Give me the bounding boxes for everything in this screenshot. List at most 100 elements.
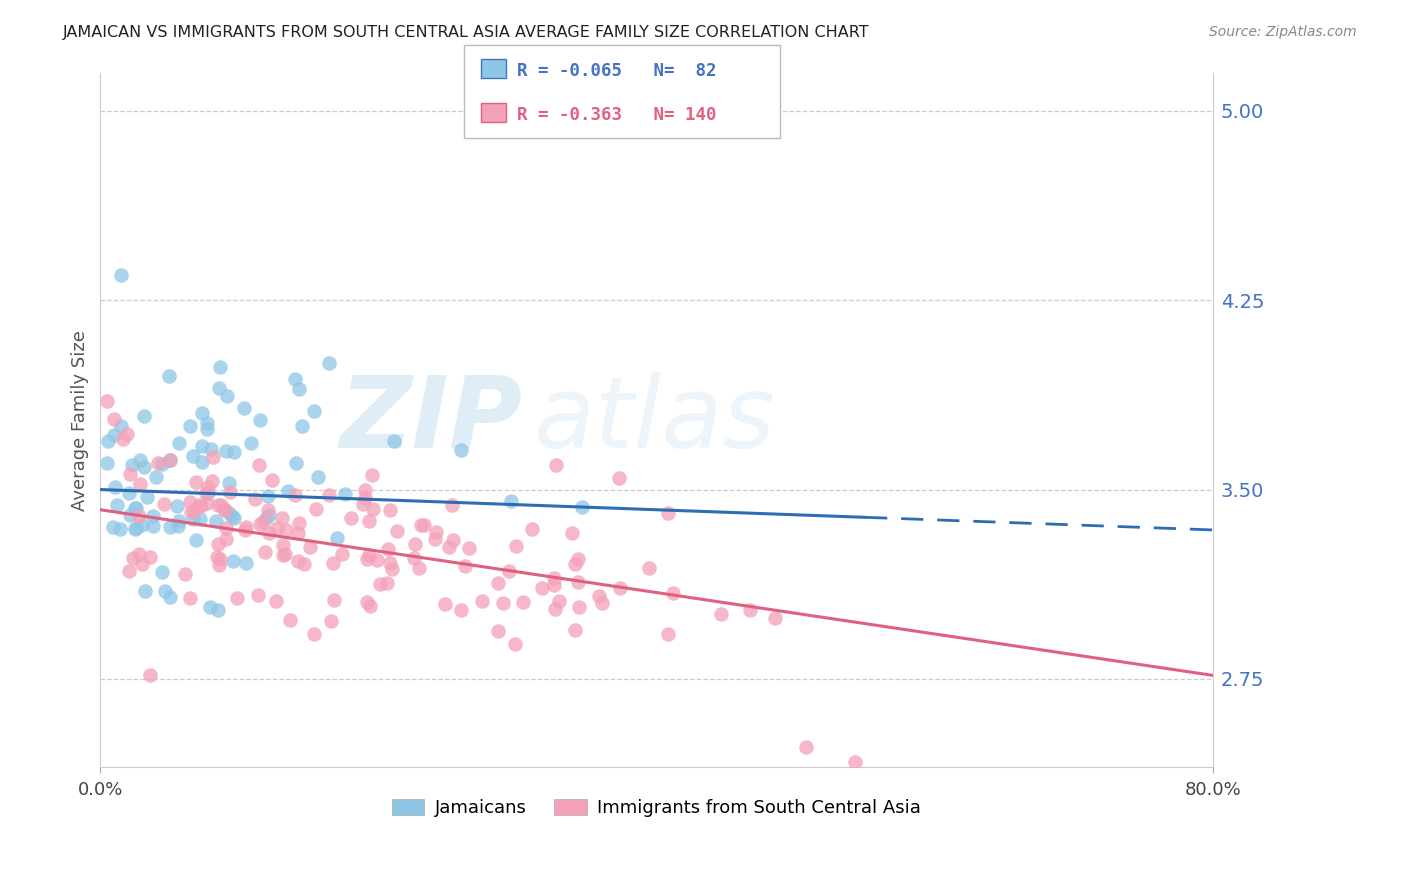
Point bbox=[181, 512, 204, 526]
Point bbox=[124, 522, 146, 536]
Point bbox=[437, 540, 460, 554]
Point bbox=[564, 623, 586, 637]
Point bbox=[132, 409, 155, 423]
Point bbox=[167, 515, 190, 529]
Point bbox=[205, 549, 228, 564]
Text: Source: ZipAtlas.com: Source: ZipAtlas.com bbox=[1209, 25, 1357, 39]
Point bbox=[441, 533, 464, 547]
Point bbox=[207, 603, 229, 617]
Point bbox=[222, 511, 245, 525]
Point bbox=[544, 601, 567, 615]
Point bbox=[273, 538, 295, 552]
Point bbox=[408, 560, 430, 574]
Point bbox=[218, 484, 240, 499]
Point bbox=[505, 539, 527, 553]
Point bbox=[302, 404, 325, 418]
Point bbox=[167, 519, 190, 533]
Point bbox=[256, 503, 278, 517]
Point bbox=[307, 470, 329, 484]
Point bbox=[188, 499, 211, 513]
Point bbox=[146, 457, 169, 471]
Point bbox=[233, 523, 256, 537]
Point bbox=[287, 554, 309, 568]
Point bbox=[291, 418, 314, 433]
Point bbox=[129, 453, 152, 467]
Point bbox=[96, 457, 118, 471]
Point bbox=[179, 495, 201, 509]
Point bbox=[166, 499, 188, 513]
Point bbox=[243, 491, 266, 506]
Point bbox=[181, 449, 204, 463]
Point bbox=[215, 521, 238, 535]
Point bbox=[434, 597, 457, 611]
Point bbox=[191, 455, 214, 469]
Legend: Jamaicans, Immigrants from South Central Asia: Jamaicans, Immigrants from South Central… bbox=[384, 791, 928, 824]
Point bbox=[209, 498, 232, 512]
Point bbox=[221, 508, 243, 523]
Point bbox=[138, 668, 160, 682]
Point bbox=[115, 427, 138, 442]
Text: atlas: atlas bbox=[534, 372, 776, 468]
Point bbox=[254, 511, 277, 525]
Point bbox=[214, 503, 236, 517]
Point bbox=[142, 519, 165, 533]
Point bbox=[450, 603, 472, 617]
Point bbox=[249, 458, 271, 473]
Point bbox=[354, 483, 377, 497]
Point bbox=[266, 594, 288, 608]
Point bbox=[564, 557, 586, 571]
Point bbox=[382, 434, 405, 448]
Point bbox=[319, 615, 342, 629]
Point bbox=[543, 578, 565, 592]
Point bbox=[128, 547, 150, 561]
Point bbox=[121, 458, 143, 473]
Point bbox=[571, 500, 593, 515]
Point bbox=[131, 518, 153, 533]
Point bbox=[197, 480, 219, 494]
Point bbox=[249, 516, 271, 531]
Point bbox=[368, 576, 391, 591]
Point bbox=[217, 389, 239, 403]
Point bbox=[412, 518, 434, 533]
Text: JAMAICAN VS IMMIGRANTS FROM SOUTH CENTRAL ASIA AVERAGE FAMILY SIZE CORRELATION C: JAMAICAN VS IMMIGRANTS FROM SOUTH CENTRA… bbox=[63, 25, 870, 40]
Point bbox=[352, 497, 374, 511]
Point bbox=[103, 428, 125, 442]
Point bbox=[96, 394, 118, 409]
Point bbox=[195, 416, 218, 430]
Point bbox=[159, 452, 181, 467]
Point bbox=[124, 521, 146, 535]
Point bbox=[239, 436, 262, 450]
Point bbox=[135, 490, 157, 504]
Point bbox=[118, 508, 141, 523]
Point bbox=[197, 485, 219, 500]
Point bbox=[274, 547, 297, 561]
Point bbox=[218, 475, 240, 490]
Point bbox=[195, 496, 218, 510]
Point bbox=[270, 511, 292, 525]
Point bbox=[378, 502, 401, 516]
Point bbox=[191, 439, 214, 453]
Point bbox=[503, 637, 526, 651]
Point bbox=[844, 755, 866, 769]
Point bbox=[246, 588, 269, 602]
Point bbox=[354, 491, 377, 506]
Point bbox=[409, 518, 432, 533]
Point bbox=[323, 593, 346, 607]
Point bbox=[287, 382, 309, 396]
Point bbox=[385, 524, 408, 538]
Point bbox=[235, 556, 257, 570]
Point bbox=[222, 554, 245, 568]
Point bbox=[458, 541, 481, 555]
Point bbox=[198, 599, 221, 614]
Point bbox=[195, 422, 218, 436]
Point bbox=[129, 477, 152, 491]
Point bbox=[132, 459, 155, 474]
Point bbox=[139, 549, 162, 564]
Point bbox=[512, 594, 534, 608]
Point bbox=[326, 531, 349, 545]
Point bbox=[159, 519, 181, 533]
Point bbox=[609, 581, 631, 595]
Point bbox=[125, 500, 148, 515]
Point bbox=[208, 552, 231, 566]
Point bbox=[131, 557, 153, 571]
